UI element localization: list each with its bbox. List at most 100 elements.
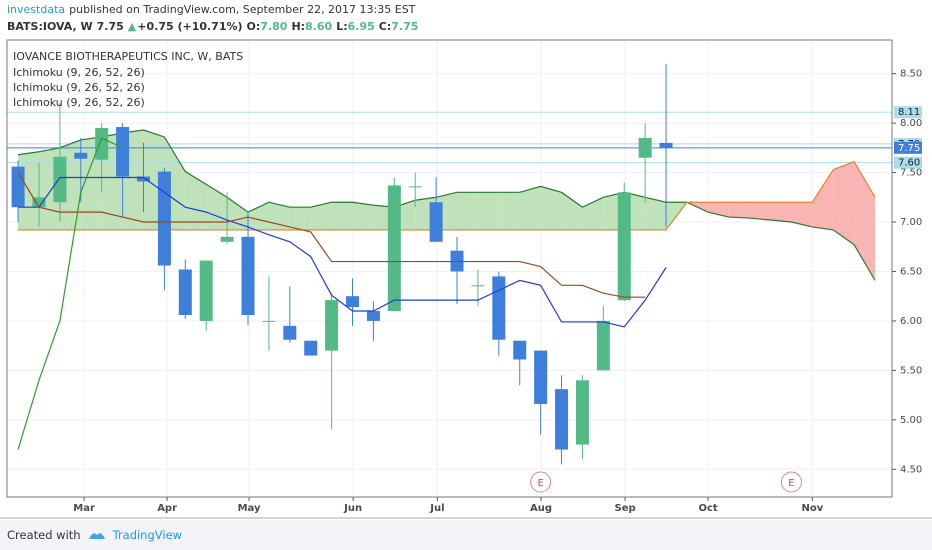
- cloud-fill: [457, 192, 478, 230]
- candle-body: [53, 156, 67, 203]
- symbol: BATS:IOVA, W: [7, 20, 93, 33]
- cloud-fill: [791, 202, 813, 227]
- ohlc-key: C:: [378, 20, 392, 33]
- candle-body: [555, 389, 569, 450]
- author[interactable]: investdata: [7, 3, 66, 16]
- x-tick-label: Aug: [530, 503, 552, 514]
- y-tick-label: 8.00: [900, 118, 922, 129]
- candle-body: [199, 260, 213, 321]
- candle-body: [283, 325, 297, 340]
- price-tag-label: 7.75: [898, 143, 920, 154]
- cloud-fill: [540, 186, 562, 230]
- cloud-fill: [185, 171, 207, 230]
- candle-body: [220, 236, 234, 242]
- candle-body: [325, 300, 339, 351]
- ohlc: O: 7.80 H: 8.60 L: 6.95 C: 7.75: [247, 20, 419, 33]
- cloud-fill: [80, 136, 102, 230]
- event-marker: [780, 471, 802, 493]
- candle-body: [534, 350, 548, 405]
- cloud-fill: [582, 197, 604, 230]
- x-tick-label: Jul: [429, 503, 444, 514]
- legend-indicator: Ichimoku (9, 26, 52, 26): [13, 96, 145, 109]
- cloud-fill: [645, 197, 667, 230]
- chart: 4.50 5.00 5.50 6.00 6.50 7.00 7.50 8.00 8.50 Mar A…: [0, 39, 932, 519]
- x-tick-label: Jun: [343, 503, 362, 514]
- price-tag: [894, 156, 922, 169]
- candle-body: [387, 185, 401, 312]
- ohlc-value: 6.95: [347, 20, 375, 33]
- candle-body: [241, 236, 255, 315]
- cloud-fill: [310, 202, 332, 230]
- x-tick-label: Nov: [801, 503, 823, 514]
- candle-body: [178, 269, 192, 315]
- ohlc-key: H:: [291, 20, 306, 33]
- header-line: investdata published on TradingView.com,…: [7, 3, 415, 16]
- y-tick-label: 5.00: [900, 415, 922, 426]
- legend-indicator: Ichimoku (9, 26, 52, 26): [13, 81, 145, 94]
- candle-body: [596, 320, 610, 371]
- last: 7.75: [96, 20, 124, 33]
- price-tag-label: 7.60: [898, 158, 920, 169]
- x-tick-label: May: [238, 503, 261, 514]
- cloud-fill: [331, 202, 353, 230]
- x-tick-label: Apr: [157, 503, 177, 514]
- candle-body: [157, 171, 171, 266]
- candle-body: [638, 137, 652, 158]
- price-tag: [894, 106, 922, 119]
- cloud-fill: [833, 161, 855, 245]
- y-tick-label: 8.50: [900, 69, 922, 80]
- x-tick-label: Oct: [698, 503, 717, 514]
- legend-title: IOVANCE BIOTHERAPEUTICS INC, W, BATS: [13, 50, 243, 63]
- cloud-fill: [749, 202, 771, 221]
- indicator-line: [18, 176, 667, 328]
- cloud-fill: [728, 202, 750, 219]
- candle-body: [136, 176, 150, 182]
- plot-frame: [6, 39, 893, 498]
- cloud-fill: [248, 202, 269, 230]
- ohlc-value: 7.75: [391, 20, 419, 33]
- candle-body: [366, 311, 380, 321]
- cloud-fill: [707, 202, 729, 218]
- candle-body: [429, 202, 443, 242]
- candle-body: [471, 285, 485, 287]
- indicator-line: [17, 137, 123, 450]
- cloud-fill: [227, 197, 249, 230]
- published: published on TradingView.com, September …: [69, 3, 416, 16]
- candle-body: [74, 152, 88, 159]
- cloud-fill: [519, 186, 541, 230]
- ohlc-key: O:: [246, 20, 261, 33]
- brand[interactable]: TradingView: [112, 528, 183, 542]
- change: +0.75 (+10.71%): [137, 20, 243, 33]
- legend-indicator: Ichimoku (9, 26, 52, 26): [13, 66, 145, 79]
- candle-body: [32, 197, 46, 208]
- cloud-fill: [352, 202, 374, 230]
- cloud-fill: [812, 169, 834, 230]
- y-tick-label: 5.50: [900, 365, 922, 376]
- cloud-fill: [289, 207, 311, 230]
- candle-body: [346, 296, 360, 308]
- candle-body: [262, 320, 276, 322]
- y-tick-label: 4.50: [900, 464, 922, 475]
- cloud-fill: [477, 192, 499, 230]
- y-tick-label: 6.50: [900, 266, 922, 277]
- arrow: ▲: [127, 20, 137, 33]
- symbol-line: BATS:IOVA, W 7.75 ▲ +0.75 (+10.71%) O: 7.…: [7, 20, 418, 33]
- candle-body: [617, 192, 631, 301]
- event-label: E: [537, 478, 543, 489]
- event-label: E: [788, 478, 794, 489]
- y-tick-label: 7.50: [900, 168, 922, 179]
- y-tick-label: 6.00: [900, 316, 922, 327]
- price-tag: [894, 141, 922, 154]
- ohlc-value: 7.80: [260, 20, 288, 33]
- cloud-fill: [854, 161, 876, 281]
- span-a: [17, 129, 876, 281]
- indicator-line: [17, 172, 646, 298]
- cloud-fill: [561, 192, 583, 230]
- candle-body: [575, 380, 589, 445]
- candle-body: [513, 340, 527, 360]
- ohlc-key: L:: [336, 20, 348, 33]
- cloud-fill: [498, 192, 520, 230]
- event-marker: [530, 471, 552, 493]
- price-tag-label: 8.11: [898, 107, 920, 118]
